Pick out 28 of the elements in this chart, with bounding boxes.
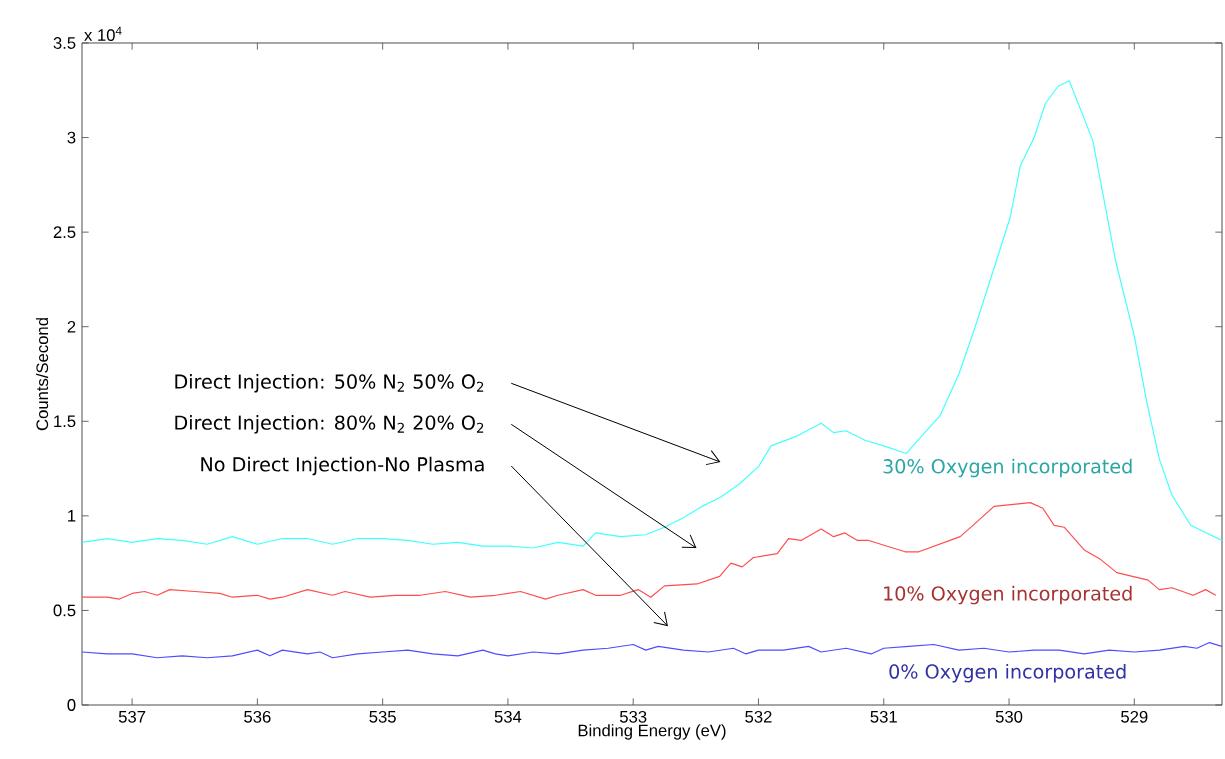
series-label: 30% Oxygen incorporated xyxy=(883,458,1132,478)
x-tick-label: 534 xyxy=(494,710,522,723)
y-tick-label: 3.5 xyxy=(53,37,76,49)
x-tick-label: 531 xyxy=(870,710,897,723)
x-axis-title: Binding Energy (eV) xyxy=(578,724,726,740)
x-tick-label: 533 xyxy=(619,710,647,723)
x-tick-label: 537 xyxy=(118,710,146,723)
annotation: Direct Injection: 50% N$_{2}$ 50% O$_{2}$ xyxy=(175,374,484,393)
text: x 10$^{4}$ xyxy=(84,26,122,41)
series-label: 0% Oxygen incorporated xyxy=(889,663,1126,683)
annotation: Direct Injection: 80% N$_{2}$ 20% O$_{2}$ xyxy=(175,415,484,434)
y-tick-label: 0.5 xyxy=(53,604,76,617)
y-tick-label: 3 xyxy=(67,131,76,144)
annotation: No Direct Injection-No Plasma xyxy=(201,456,484,476)
y-tick-label: 0 xyxy=(67,699,76,711)
x-tick-label: 529 xyxy=(1121,710,1148,723)
x-tick-label: 530 xyxy=(995,710,1023,723)
line-series xyxy=(81,641,1222,659)
x-tick-label: 535 xyxy=(369,710,396,723)
line-series xyxy=(81,80,1222,549)
y-tick-label: 1 xyxy=(68,510,76,522)
x-tick-label: 532 xyxy=(745,710,772,723)
y-axis-title: Counts/Second xyxy=(35,318,49,431)
y-tick-label: 2.5 xyxy=(53,226,76,239)
y-tick-label: 1.5 xyxy=(54,415,76,428)
x-tick-label: 536 xyxy=(244,710,271,723)
y-tick-label: 2 xyxy=(67,320,76,333)
series-label: 10% Oxygen incorporated xyxy=(884,585,1132,605)
